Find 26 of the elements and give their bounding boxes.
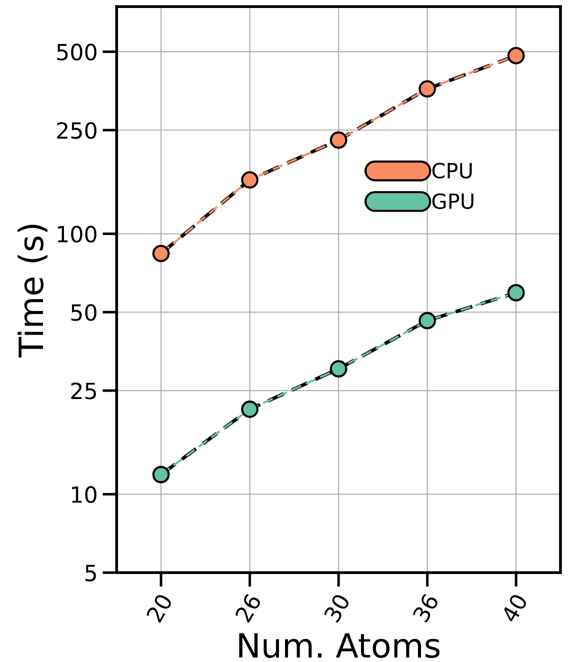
y-tick-label: 50 bbox=[71, 304, 96, 321]
point bbox=[330, 131, 348, 149]
x-tick-label: 36 bbox=[412, 592, 440, 624]
legend-label: CPU bbox=[432, 162, 472, 178]
y-axis-title: Time (s) bbox=[18, 224, 48, 358]
point bbox=[152, 244, 170, 262]
y-tick-label: 5 bbox=[85, 564, 96, 582]
y-tick-label: 25 bbox=[71, 382, 96, 400]
y-tick-label: 100 bbox=[58, 226, 96, 243]
point bbox=[241, 171, 258, 189]
x-tick-label: 30 bbox=[323, 592, 350, 624]
point bbox=[418, 312, 436, 330]
point bbox=[507, 46, 525, 64]
point bbox=[330, 360, 348, 378]
x-tick-label: 26 bbox=[234, 592, 262, 624]
point bbox=[507, 284, 525, 302]
x-tick-label: 20 bbox=[146, 592, 173, 624]
point bbox=[152, 466, 170, 484]
y-tick-label: 10 bbox=[72, 486, 96, 503]
legend-label: GPU bbox=[432, 193, 474, 210]
point bbox=[241, 400, 258, 418]
x-axis-title: Num. Atoms bbox=[239, 633, 440, 658]
y-tick-label: 500 bbox=[57, 44, 96, 60]
y-tick-label: 250 bbox=[57, 122, 96, 139]
x-tick-label: 40 bbox=[500, 592, 528, 624]
point bbox=[418, 80, 436, 98]
